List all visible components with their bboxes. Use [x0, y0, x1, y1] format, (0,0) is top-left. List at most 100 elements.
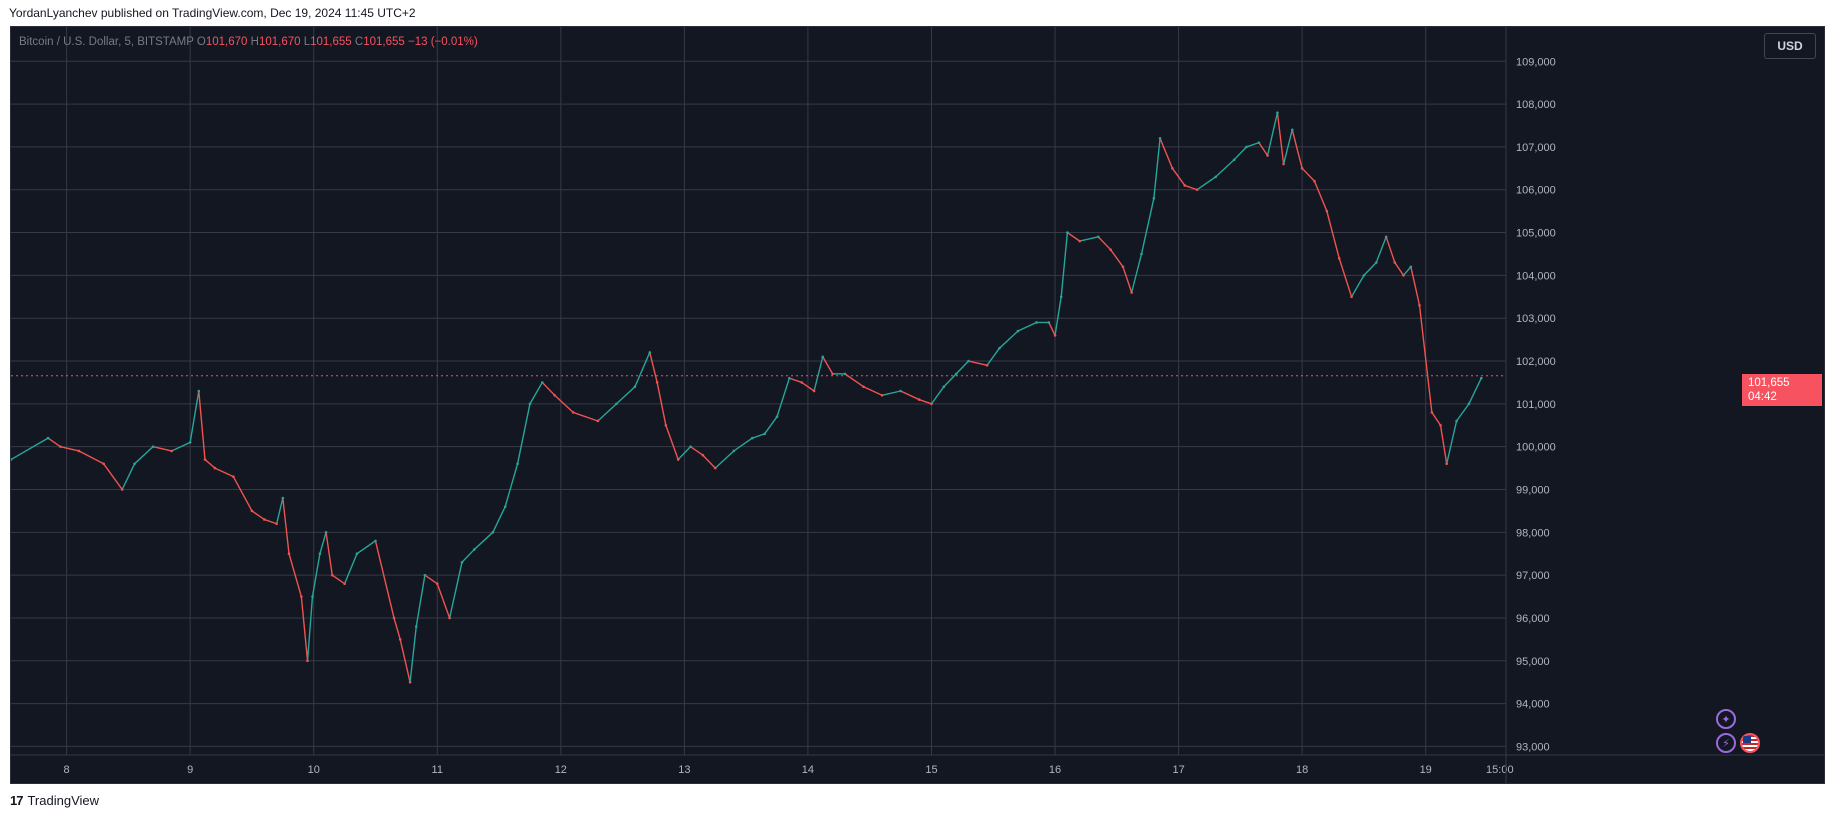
x-tick-label: 14 — [802, 764, 814, 776]
price-point — [689, 445, 692, 448]
price-segment — [1456, 403, 1470, 422]
price-point — [930, 402, 933, 406]
price-point — [1350, 295, 1353, 299]
price-segment — [1140, 198, 1155, 255]
tradingview-logo: 17 — [10, 793, 24, 808]
price-segment — [415, 575, 426, 627]
price-segment — [1326, 210, 1340, 259]
price-segment — [690, 446, 704, 456]
price-segment — [1468, 377, 1482, 405]
price-point — [880, 393, 884, 397]
price-point — [1035, 321, 1038, 324]
price-point — [701, 453, 705, 457]
price-point — [1479, 376, 1483, 380]
price-point — [899, 389, 902, 393]
y-tick-label: 101,000 — [1516, 399, 1556, 411]
price-point — [188, 441, 192, 444]
price-point — [1374, 261, 1378, 264]
price-segment — [863, 386, 883, 396]
price-point — [1109, 248, 1112, 251]
price-point — [414, 625, 418, 628]
price-point — [1053, 334, 1057, 337]
price-point — [250, 509, 254, 513]
price-segment — [60, 445, 80, 452]
price-segment — [541, 381, 556, 396]
price-chart[interactable]: 93,000 94,000 95,000 96,000 97,000 98,000 99,0… — [11, 27, 1824, 783]
price-segment — [801, 381, 815, 392]
price-segment — [702, 454, 716, 469]
price-segment — [374, 540, 395, 619]
price-point — [232, 475, 235, 478]
price-segment — [448, 562, 463, 619]
x-tick-label: 9 — [187, 764, 193, 776]
price-segment — [1215, 159, 1235, 178]
price-point — [287, 552, 291, 556]
last-price-value: 101,655 — [1748, 377, 1790, 389]
price-point — [1183, 184, 1187, 187]
footer-branding[interactable]: 17 TradingView — [10, 793, 99, 808]
x-tick-label: 13 — [678, 764, 690, 776]
price-segment — [264, 518, 277, 525]
price-point — [528, 402, 532, 406]
price-segment — [714, 450, 735, 469]
price-segment — [844, 373, 864, 388]
price-segment — [1276, 112, 1285, 165]
x-tick-label: 11 — [432, 764, 443, 776]
price-segment — [343, 553, 358, 584]
price-point — [540, 381, 544, 384]
price-point — [311, 595, 314, 598]
price-segment — [1266, 112, 1279, 156]
price-segment — [1350, 275, 1365, 298]
y-tick-label: 93,000 — [1516, 741, 1550, 753]
price-segment — [930, 386, 945, 405]
price-segment — [204, 458, 216, 469]
price-point — [1066, 231, 1069, 234]
price-point — [281, 496, 285, 500]
price-point — [1300, 167, 1304, 170]
price-point — [46, 436, 50, 440]
price-segment — [1153, 138, 1161, 199]
price-point — [1245, 145, 1248, 149]
x-end-label: 15:00 — [1486, 764, 1514, 776]
lightning-icon[interactable]: ⚡ — [1716, 733, 1736, 753]
price-point — [408, 680, 412, 684]
price-point — [300, 595, 303, 598]
currency-button[interactable]: USD — [1764, 33, 1816, 59]
price-point — [102, 462, 105, 466]
y-tick-label: 108,000 — [1516, 99, 1556, 111]
price-segment — [504, 463, 519, 507]
price-point — [1430, 411, 1434, 414]
price-point — [1467, 402, 1471, 406]
price-point — [392, 616, 396, 620]
price-point — [831, 372, 834, 376]
price-segment — [677, 446, 692, 461]
y-tick-label: 99,000 — [1516, 484, 1550, 496]
price-point — [751, 436, 754, 440]
price-segment — [1431, 412, 1442, 426]
price-point — [788, 376, 791, 380]
price-segment — [634, 352, 651, 387]
close-value: 101,655 — [363, 36, 405, 48]
y-tick-label: 105,000 — [1516, 228, 1556, 240]
close-label: C — [354, 36, 364, 48]
price-point — [1362, 274, 1366, 277]
us-flag-icon[interactable] — [1740, 733, 1760, 753]
price-segment — [1130, 253, 1143, 293]
price-point — [1384, 235, 1388, 239]
low-value: 101,655 — [310, 36, 352, 48]
price-segment — [529, 382, 543, 405]
price-segment — [1159, 138, 1174, 169]
price-point — [197, 389, 201, 393]
price-segment — [998, 330, 1019, 349]
price-point — [812, 389, 816, 393]
price-point — [1282, 162, 1285, 166]
price-point — [503, 505, 507, 508]
plus-star-icon[interactable]: ✦ — [1716, 709, 1736, 729]
price-segment — [232, 476, 253, 512]
price-segment — [134, 446, 154, 465]
price-point — [1418, 304, 1421, 307]
chart-panel[interactable]: 93,000 94,000 95,000 96,000 97,000 98,000 99,0… — [10, 26, 1825, 784]
price-point — [676, 458, 680, 461]
price-point — [1121, 265, 1125, 269]
high-value: 101,670 — [258, 36, 301, 48]
